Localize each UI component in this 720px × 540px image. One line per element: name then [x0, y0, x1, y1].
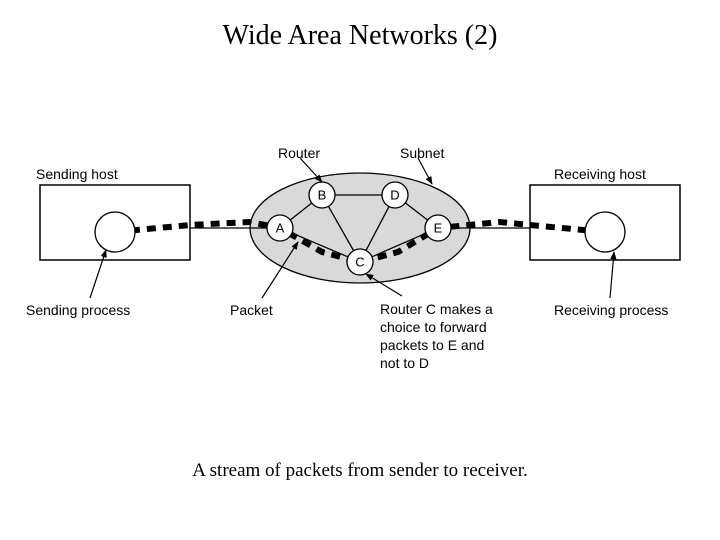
leader-sending_proc	[90, 250, 106, 298]
send-process-circle	[95, 212, 135, 252]
leader-receiving_proc	[610, 252, 614, 298]
router-E-label: E	[434, 221, 443, 236]
receive-process-circle	[585, 212, 625, 252]
router-C-label: C	[355, 255, 364, 270]
router-B-label: B	[318, 188, 327, 203]
leader-subnet	[418, 158, 432, 184]
network-diagram: A B C D E	[0, 0, 720, 540]
router-D-label: D	[390, 188, 399, 203]
router-A-label: A	[276, 221, 285, 236]
